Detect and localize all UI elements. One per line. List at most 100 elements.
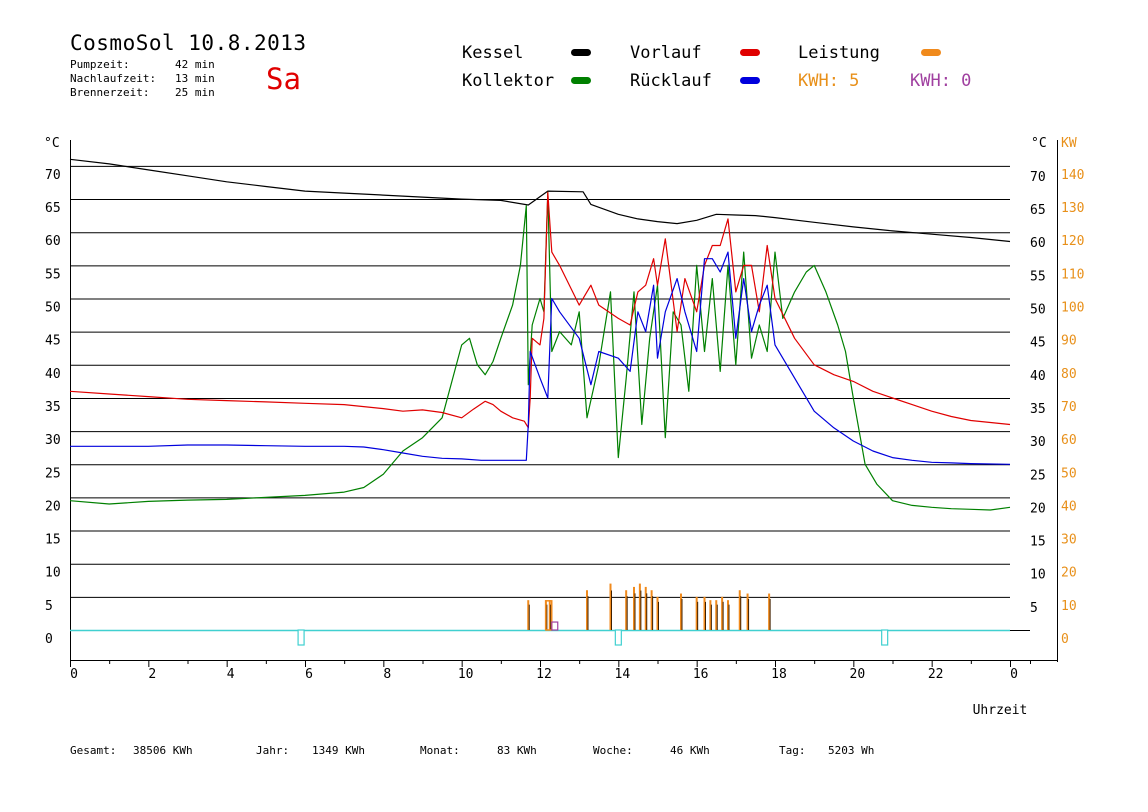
y-tick-label-right: 35	[1030, 402, 1046, 417]
series-vorlauf	[69, 191, 1011, 429]
x-tick-label: 6	[305, 667, 313, 682]
y-tick-label-left: 60	[45, 234, 61, 249]
y-tick-label-left: 0	[45, 632, 53, 647]
kw-tick-label: 10	[1061, 599, 1077, 614]
x-axis-title: Uhrzeit	[973, 703, 1028, 718]
y-tick-label-left: 35	[45, 400, 61, 415]
y-tick-label-right: 30	[1030, 435, 1046, 450]
y-tick-label-right: 25	[1030, 468, 1046, 483]
series-kollektor	[69, 191, 1011, 511]
legend-vorlauf-label: Vorlauf	[630, 43, 702, 63]
kw-tick-label: 60	[1061, 433, 1077, 448]
y-tick-label-right: 40	[1030, 369, 1046, 384]
footer-month-label: Monat:	[420, 744, 460, 757]
y-axis-title-right: °C	[1031, 136, 1047, 151]
y-tick-label-right: 65	[1030, 203, 1046, 218]
x-tick-label: 2	[148, 667, 156, 682]
y-tick-label-right: 70	[1030, 170, 1046, 185]
y-tick-label-left: 55	[45, 267, 61, 282]
y-tick-label-left: 15	[45, 533, 61, 548]
y-tick-label-right: 55	[1030, 269, 1046, 284]
kw-tick-label: 90	[1061, 334, 1077, 349]
legend-ruecklauf-label: Rücklauf	[630, 71, 712, 91]
footer-year-value: 1349 KWh	[312, 744, 365, 757]
kwh-value-1: KWH: 5	[798, 71, 860, 91]
x-tick-label: 10	[458, 667, 474, 682]
y-tick-label-right: 20	[1030, 501, 1046, 516]
y-tick-label-left: 20	[45, 499, 61, 514]
y-tick-label-right: 15	[1030, 535, 1046, 550]
y-tick-label-left: 40	[45, 367, 61, 382]
x-tick-label: 16	[693, 667, 709, 682]
burner-time-value: 25 min	[175, 86, 215, 99]
y-tick-label-left: 65	[45, 201, 61, 216]
legend-leistung-swatch	[921, 49, 941, 56]
footer-week-value: 46 KWh	[670, 744, 710, 757]
y-axis-title-left: °C	[44, 136, 60, 151]
footer-week-label: Woche:	[593, 744, 633, 757]
burner-time-label: Brennerzeit:	[70, 86, 150, 99]
leistung-dip	[881, 629, 889, 646]
after-run-label: Nachlaufzeit:	[70, 72, 157, 85]
kw-axis-title: KW	[1061, 136, 1077, 151]
kw-tick-label: 30	[1061, 533, 1077, 548]
footer-total-label: Gesamt:	[70, 744, 117, 757]
page-title: CosmoSol 10.8.2013	[70, 31, 307, 55]
y-tick-label-left: 30	[45, 433, 61, 448]
legend-kollektor-swatch	[571, 77, 591, 84]
footer-day-label: Tag:	[779, 744, 806, 757]
y-tick-label-left: 25	[45, 466, 61, 481]
x-tick-label: 22	[928, 667, 944, 682]
footer-day-value: 5203 Wh	[828, 744, 875, 757]
x-tick-label: 18	[771, 667, 787, 682]
kw-tick-label: 120	[1061, 234, 1084, 249]
power-block-purple	[551, 621, 559, 631]
kw-tick-label: 110	[1061, 267, 1084, 282]
x-tick-label: 0	[70, 667, 78, 682]
y-tick-label-right: 10	[1030, 568, 1046, 583]
legend-ruecklauf-swatch	[740, 77, 760, 84]
kw-tick-label: 80	[1061, 367, 1077, 382]
y-tick-label-left: 10	[45, 566, 61, 581]
power-block	[545, 600, 553, 631]
pump-time-value: 42 min	[175, 58, 215, 71]
legend-kessel-label: Kessel	[462, 43, 524, 63]
x-tick-label: 14	[615, 667, 631, 682]
y-tick-label-left: 70	[45, 168, 61, 183]
footer-month-value: 83 KWh	[497, 744, 537, 757]
leistung-dip	[614, 629, 622, 646]
series-rcklauf	[70, 251, 1011, 465]
y-tick-label-left: 50	[45, 301, 61, 316]
kw-tick-label: 40	[1061, 499, 1077, 514]
footer-total-value: 38506 KWh	[133, 744, 193, 757]
kw-tick-label: 140	[1061, 168, 1084, 183]
series-kessel	[69, 158, 1011, 243]
y-tick-label-right: 50	[1030, 303, 1046, 318]
x-tick-label: 12	[536, 667, 552, 682]
leistung-dip	[297, 629, 305, 646]
kw-tick-label: 100	[1061, 301, 1084, 316]
y-tick-label-left: 45	[45, 334, 61, 349]
kw-tick-label: 130	[1061, 201, 1084, 216]
legend-kollektor-label: Kollektor	[462, 71, 555, 91]
x-tick-label: 4	[227, 667, 235, 682]
legend-leistung-label: Leistung	[798, 43, 880, 63]
y-tick-label-left: 5	[45, 599, 53, 614]
kw-tick-label: 20	[1061, 566, 1077, 581]
kwh-value-2: KWH: 0	[910, 71, 972, 91]
x-tick-label: 0	[1010, 667, 1018, 682]
pump-time-label: Pumpzeit:	[70, 58, 130, 71]
kw-tick-label: 0	[1061, 632, 1069, 647]
x-tick-label: 8	[383, 667, 391, 682]
x-tick-label: 20	[850, 667, 866, 682]
weekday: Sa	[266, 62, 301, 96]
kw-tick-label: 70	[1061, 400, 1077, 415]
footer-year-label: Jahr:	[256, 744, 290, 757]
y-tick-label-right: 5	[1030, 601, 1038, 616]
y-tick-label-right: 45	[1030, 336, 1046, 351]
legend-kessel-swatch	[571, 49, 591, 56]
legend-vorlauf-swatch	[740, 49, 760, 56]
kw-tick-label: 50	[1061, 466, 1077, 481]
after-run-value: 13 min	[175, 72, 215, 85]
